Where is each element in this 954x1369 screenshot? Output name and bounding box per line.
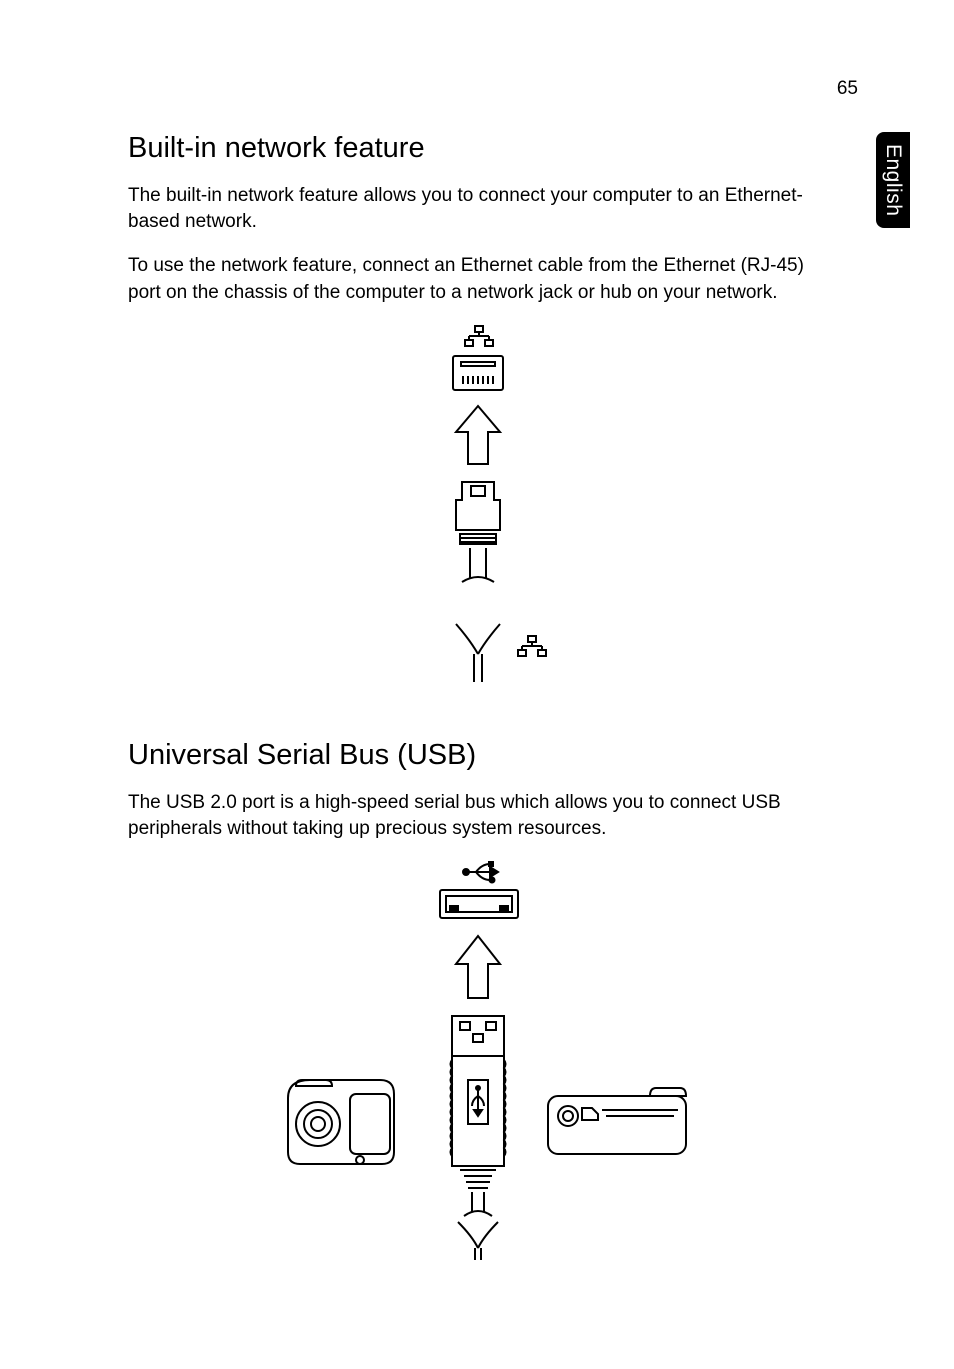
network-para-1: The built-in network feature allows you … xyxy=(128,183,828,235)
network-para-2: To use the network feature, connect an E… xyxy=(128,253,828,305)
ethernet-diagram-icon xyxy=(348,324,608,704)
usb-heading: Universal Serial Bus (USB) xyxy=(128,739,828,772)
usb-para-1: The USB 2.0 port is a high-speed serial … xyxy=(128,790,828,842)
ethernet-figure xyxy=(128,324,828,709)
usb-diagram-icon xyxy=(218,860,738,1260)
page-number: 65 xyxy=(837,78,858,100)
usb-figure xyxy=(128,860,828,1265)
language-tab: English xyxy=(876,132,910,228)
network-heading: Built-in network feature xyxy=(128,132,828,165)
main-content: Built-in network feature The built-in ne… xyxy=(128,132,828,1295)
